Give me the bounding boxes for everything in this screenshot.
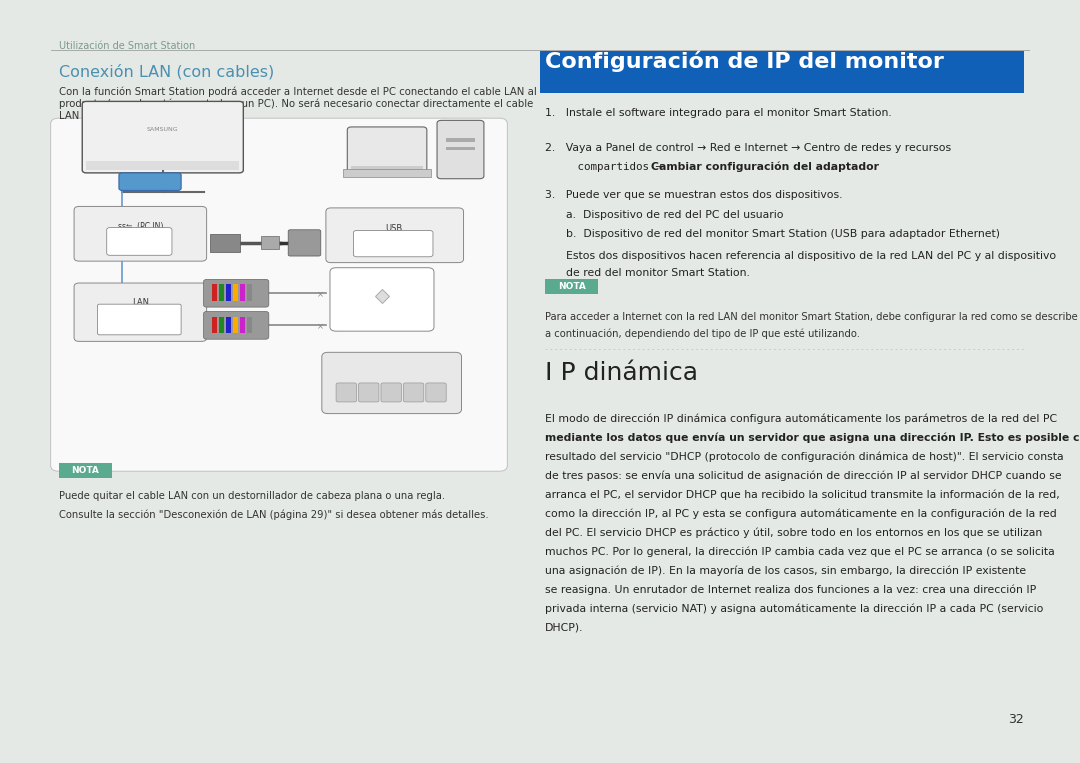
Text: Configuración de IP del monitor: Configuración de IP del monitor (545, 50, 944, 72)
Bar (212, 317, 217, 333)
Text: como la dirección IP, al PC y esta se configura automáticamente en la configurac: como la dirección IP, al PC y esta se co… (545, 508, 1057, 519)
Text: LAN: LAN (132, 298, 149, 307)
Text: NOTA: NOTA (557, 282, 585, 291)
FancyBboxPatch shape (404, 383, 423, 402)
FancyBboxPatch shape (359, 383, 379, 402)
Text: del PC. El servicio DHCP es práctico y útil, sobre todo en los entornos en los q: del PC. El servicio DHCP es práctico y ú… (545, 527, 1042, 538)
FancyBboxPatch shape (51, 118, 508, 472)
Text: Para acceder a Internet con la red LAN del monitor Smart Station, debe configura: Para acceder a Internet con la red LAN d… (545, 312, 1078, 322)
Bar (212, 285, 217, 301)
Text: DHCP).: DHCP). (545, 622, 583, 633)
Text: ss⇋  (PC IN): ss⇋ (PC IN) (118, 223, 163, 231)
Text: Puede quitar el cable LAN con un destornillador de cabeza plana o una regla.: Puede quitar el cable LAN con un destorn… (58, 491, 445, 501)
Text: 32: 32 (1009, 713, 1024, 726)
Bar (540, 51, 1024, 93)
Text: Cambiar configuración del adaptador: Cambiar configuración del adaptador (651, 162, 879, 172)
Bar (219, 317, 224, 333)
Bar (240, 317, 245, 333)
FancyBboxPatch shape (260, 237, 279, 250)
FancyBboxPatch shape (336, 383, 356, 402)
Bar (247, 317, 253, 333)
Text: una asignación de IP). En la mayoría de los casos, sin embargo, la dirección IP : una asignación de IP). En la mayoría de … (545, 565, 1026, 576)
FancyBboxPatch shape (210, 234, 240, 252)
Text: I P dinámica: I P dinámica (545, 361, 698, 385)
Bar (351, 166, 422, 170)
FancyBboxPatch shape (107, 227, 172, 256)
FancyBboxPatch shape (58, 463, 112, 478)
Bar (446, 138, 475, 142)
Text: Con la función Smart Station podrá acceder a Internet desde el PC conectando el : Con la función Smart Station podrá acced… (58, 86, 537, 97)
Text: Estos dos dispositivos hacen referencia al dispositivo de la red LAN del PC y al: Estos dos dispositivos hacen referencia … (545, 251, 1056, 261)
FancyBboxPatch shape (330, 268, 434, 331)
Text: LAN al PC.: LAN al PC. (58, 111, 111, 121)
FancyBboxPatch shape (82, 101, 243, 173)
Text: Conexión LAN (con cables): Conexión LAN (con cables) (58, 64, 274, 79)
Text: resultado del servicio "DHCP (protocolo de configuración dinámica de host)". El : resultado del servicio "DHCP (protocolo … (545, 452, 1064, 462)
FancyBboxPatch shape (75, 207, 206, 261)
Bar (446, 146, 475, 150)
Bar (247, 285, 253, 301)
FancyBboxPatch shape (326, 208, 463, 262)
FancyBboxPatch shape (203, 279, 269, 307)
Text: NOTA: NOTA (71, 466, 99, 475)
Bar (233, 285, 239, 301)
Text: 3.   Puede ver que se muestran estos dos dispositivos.: 3. Puede ver que se muestran estos dos d… (545, 190, 842, 200)
Text: privada interna (servicio NAT) y asigna automáticamente la dirección IP a cada P: privada interna (servicio NAT) y asigna … (545, 604, 1043, 613)
Text: muchos PC. Por lo general, la dirección IP cambia cada vez que el PC se arranca : muchos PC. Por lo general, la dirección … (545, 546, 1055, 557)
Text: mediante los datos que envía un servidor que asigna una dirección IP. Esto es po: mediante los datos que envía un servidor… (545, 433, 1080, 443)
Text: b.  Dispositivo de red del monitor Smart Station (USB para adaptador Ethernet): b. Dispositivo de red del monitor Smart … (545, 229, 1000, 239)
Text: .: . (829, 162, 833, 172)
Text: de red del monitor Smart Station.: de red del monitor Smart Station. (545, 269, 750, 278)
Bar (226, 317, 231, 333)
Bar (240, 285, 245, 301)
Text: arranca el PC, el servidor DHCP que ha recibido la solicitud transmite la inform: arranca el PC, el servidor DHCP que ha r… (545, 489, 1059, 500)
Text: SAMSUNG: SAMSUNG (147, 127, 178, 132)
FancyBboxPatch shape (322, 353, 461, 414)
FancyBboxPatch shape (203, 311, 269, 340)
FancyBboxPatch shape (348, 127, 427, 173)
FancyBboxPatch shape (381, 383, 402, 402)
Text: 1.   Instale el software integrado para el monitor Smart Station.: 1. Instale el software integrado para el… (545, 108, 892, 118)
FancyBboxPatch shape (545, 279, 598, 294)
Text: Utilización de Smart Station: Utilización de Smart Station (58, 41, 195, 51)
Text: 2.   Vaya a Panel de control → Red e Internet → Centro de redes y recursos: 2. Vaya a Panel de control → Red e Inter… (545, 143, 951, 153)
Text: Consulte la sección "Desconexión de LAN (página 29)" si desea obtener más detall: Consulte la sección "Desconexión de LAN … (58, 509, 488, 520)
Text: a continuación, dependiendo del tipo de IP que esté utilizando.: a continuación, dependiendo del tipo de … (545, 328, 860, 339)
Text: a.  Dispositivo de red del PC del usuario: a. Dispositivo de red del PC del usuario (545, 210, 784, 220)
Text: compartidos →: compartidos → (545, 162, 669, 172)
Text: de tres pasos: se envía una solicitud de asignación de dirección IP al servidor : de tres pasos: se envía una solicitud de… (545, 471, 1062, 481)
FancyBboxPatch shape (119, 173, 181, 191)
FancyBboxPatch shape (75, 283, 206, 341)
Text: producto (cuando esté conectado a un PC). No será necesario conectar directament: producto (cuando esté conectado a un PC)… (58, 98, 534, 109)
FancyBboxPatch shape (437, 121, 484, 179)
Bar (86, 161, 240, 170)
Bar (343, 169, 431, 177)
FancyBboxPatch shape (426, 383, 446, 402)
Text: se reasigna. Un enrutador de Internet realiza dos funciones a la vez: crea una d: se reasigna. Un enrutador de Internet re… (545, 584, 1037, 595)
FancyBboxPatch shape (353, 230, 433, 257)
Bar (219, 285, 224, 301)
Bar (226, 285, 231, 301)
Text: El modo de dirección IP dinámica configura automáticamente los parámetros de la : El modo de dirección IP dinámica configu… (545, 414, 1057, 424)
Text: ⊶: ⊶ (299, 237, 309, 246)
Text: ×: × (318, 291, 324, 299)
Text: ×: × (318, 323, 324, 331)
FancyBboxPatch shape (288, 230, 321, 256)
FancyBboxPatch shape (97, 304, 181, 335)
Text: USB: USB (386, 224, 403, 233)
Bar (233, 317, 239, 333)
